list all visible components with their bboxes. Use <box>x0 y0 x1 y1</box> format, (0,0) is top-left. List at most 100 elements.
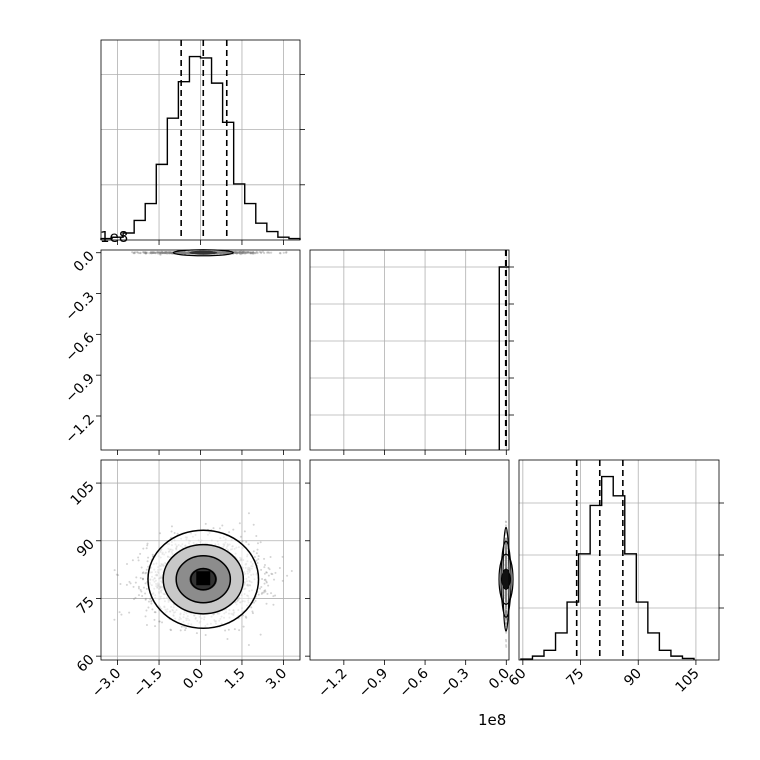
scatter-point <box>184 252 187 255</box>
scatter-point <box>504 605 507 608</box>
scatter-point <box>221 250 225 253</box>
scatter-point <box>142 251 145 254</box>
scatter-point <box>159 251 162 254</box>
scatter-point <box>246 251 249 254</box>
scatter-point <box>505 640 508 643</box>
scatter-point <box>505 563 508 566</box>
scatter-point <box>166 251 169 254</box>
scatter-point <box>144 251 147 255</box>
p1-offset-label-top: 1e8 <box>100 228 129 246</box>
scatter-point <box>505 550 508 553</box>
scatter-point <box>225 251 228 254</box>
scatter-point <box>241 251 244 254</box>
scatter-point <box>180 251 183 255</box>
scatter-point <box>505 596 508 599</box>
scatter-point <box>505 611 508 614</box>
hist-p1-panel <box>309 249 514 455</box>
scatter-point <box>113 569 116 572</box>
scatter-point <box>504 542 507 545</box>
scatter-point <box>183 251 186 254</box>
scatter-point <box>504 543 507 546</box>
scatter-point <box>144 250 147 254</box>
scatter-point <box>151 250 155 254</box>
scatter-point <box>505 561 508 564</box>
contour <box>147 529 260 630</box>
scatter-point <box>137 587 140 590</box>
scatter-point <box>504 594 507 597</box>
scatter-point <box>281 579 284 582</box>
scatter-point <box>504 564 507 567</box>
scatter-point <box>504 606 507 609</box>
scatter-point <box>221 524 224 527</box>
scatter-point <box>226 637 229 640</box>
scatter-point <box>504 549 507 552</box>
scatter-point <box>187 251 190 254</box>
scatter-point <box>505 590 508 593</box>
x-tick-label: 105 <box>673 666 703 696</box>
scatter-point <box>235 252 239 255</box>
scatter-point <box>505 559 508 562</box>
scatter-point <box>504 611 507 614</box>
scatter-point <box>242 251 246 254</box>
scatter-point <box>218 251 222 254</box>
scatter-point <box>221 252 225 255</box>
y-tick-label: 75 <box>74 594 98 618</box>
scatter-point <box>220 251 223 255</box>
y-tick-label: −0.9 <box>62 371 97 406</box>
scatter-point <box>222 251 225 254</box>
scatter-point <box>505 596 508 599</box>
scatter-point <box>184 627 187 630</box>
scatter-point <box>144 597 147 600</box>
scatter-point <box>233 628 236 631</box>
scatter-point <box>167 252 171 255</box>
scatter-point <box>505 564 508 567</box>
scatter-point <box>163 251 166 255</box>
scatter-point <box>227 251 230 255</box>
scatter-point <box>505 537 508 540</box>
scatter-point <box>504 562 507 565</box>
y-tick-label: −0.3 <box>62 289 97 324</box>
scatter-point <box>504 561 507 564</box>
scatter-point <box>505 563 508 566</box>
scatter-point <box>158 251 161 255</box>
scatter-point <box>505 555 508 558</box>
scatter-point <box>504 595 507 598</box>
scatter-point <box>505 590 508 593</box>
x-tick-label: −0.9 <box>356 666 391 701</box>
scatter-point <box>505 566 508 569</box>
scatter-point <box>504 592 507 595</box>
scatter-point <box>264 590 267 593</box>
scatter-point <box>247 251 250 254</box>
scatter-point <box>158 620 161 623</box>
scatter-point <box>505 547 508 550</box>
scatter-point <box>249 252 252 255</box>
scatter-point <box>504 559 507 562</box>
scatter-point <box>505 589 508 592</box>
scatter-point <box>150 602 153 605</box>
scatter-point <box>263 589 266 592</box>
scatter-point <box>218 252 221 255</box>
scatter-point <box>181 251 184 255</box>
scatter-point <box>263 572 266 575</box>
scatter-point <box>234 251 237 254</box>
scatter-point <box>145 571 148 574</box>
histogram-step <box>100 55 301 240</box>
scatter-point <box>505 558 508 561</box>
scatter-point <box>504 557 507 560</box>
scatter-point <box>165 251 168 254</box>
scatter-point <box>504 593 507 596</box>
scatter-point <box>505 561 508 564</box>
scatter-point <box>256 251 259 255</box>
scatter-point <box>220 250 224 254</box>
scatter-point <box>255 251 258 254</box>
scatter-point <box>224 250 227 254</box>
scatter-point <box>245 251 248 254</box>
scatter-point <box>247 543 250 546</box>
scatter-point <box>180 625 183 628</box>
scatter-point <box>504 600 507 603</box>
scatter-point <box>236 251 240 254</box>
scatter-point <box>159 251 162 254</box>
scatter-point <box>258 587 261 590</box>
scatter-point <box>504 555 507 558</box>
scatter-point <box>505 592 508 595</box>
